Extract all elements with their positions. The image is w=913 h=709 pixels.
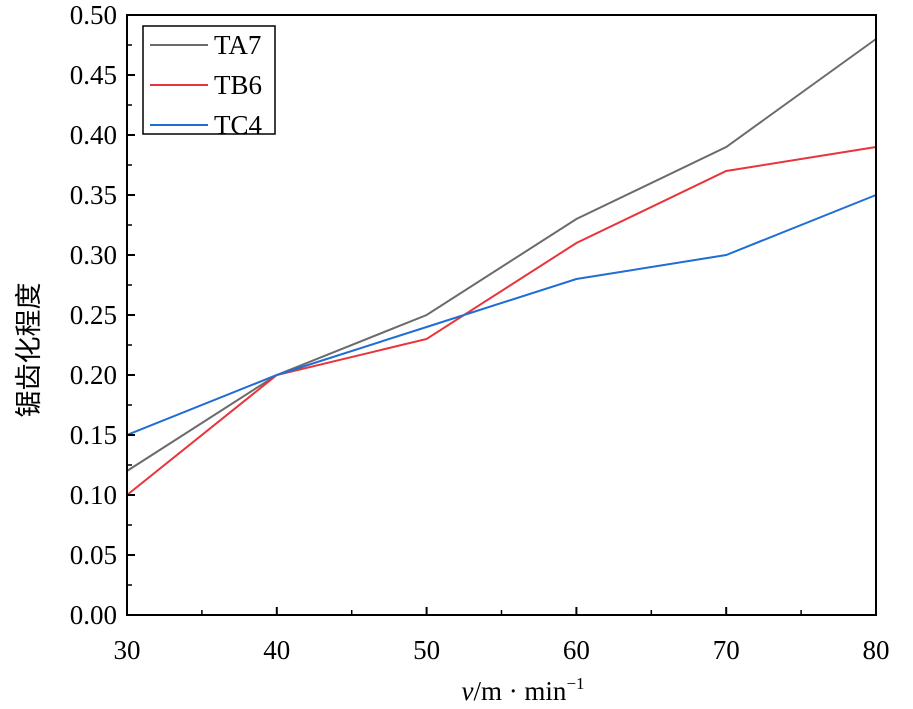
x-tick-label: 30 — [114, 635, 141, 665]
y-tick-label: 0.50 — [70, 0, 117, 30]
y-tick-label: 0.10 — [70, 480, 117, 510]
y-axis-label: 锯齿化程度 — [14, 283, 44, 418]
y-tick-label: 0.25 — [70, 300, 117, 330]
ticks-layer: 0.00 0.05 0.10 0.15 0.20 0.25 0.30 0.35 0.40 0.45… — [70, 0, 890, 665]
x-tick-label: 50 — [413, 635, 440, 665]
y-tick-label: 0.05 — [70, 540, 117, 570]
x-tick-label: 40 — [263, 635, 290, 665]
y-tick-label: 0.30 — [70, 240, 117, 270]
x-tick-label: 70 — [713, 635, 740, 665]
legend-label: TC4 — [214, 110, 263, 140]
y-tick-label: 0.15 — [70, 420, 117, 450]
y-tick-label: 0.20 — [70, 360, 117, 390]
legend-label: TA7 — [214, 30, 261, 60]
y-tick-label: 0.00 — [70, 600, 117, 630]
y-tick-label: 0.40 — [70, 120, 117, 150]
x-axis-label: v/m · min−1 — [461, 674, 584, 706]
y-tick-label: 0.35 — [70, 180, 117, 210]
y-tick-label: 0.45 — [70, 60, 117, 90]
series-line-ta7 — [126, 38, 877, 472]
series-line-tc4 — [126, 194, 877, 436]
legend-label: TB6 — [214, 70, 262, 100]
x-tick-label: 60 — [563, 635, 590, 665]
legend: TA7 TB6 TC4 — [142, 25, 276, 140]
series-line-tb6 — [126, 146, 877, 496]
series-layer — [126, 38, 877, 496]
x-tick-label: 80 — [863, 635, 890, 665]
